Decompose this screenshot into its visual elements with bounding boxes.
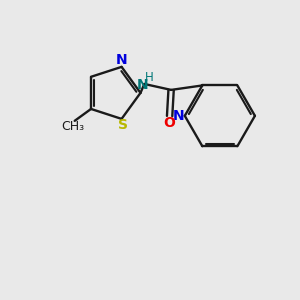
Text: N: N <box>137 78 149 92</box>
Text: N: N <box>172 109 184 123</box>
Text: N: N <box>116 53 127 67</box>
Text: H: H <box>145 71 154 84</box>
Text: O: O <box>164 116 176 130</box>
Text: CH₃: CH₃ <box>61 120 85 133</box>
Text: S: S <box>118 118 128 132</box>
